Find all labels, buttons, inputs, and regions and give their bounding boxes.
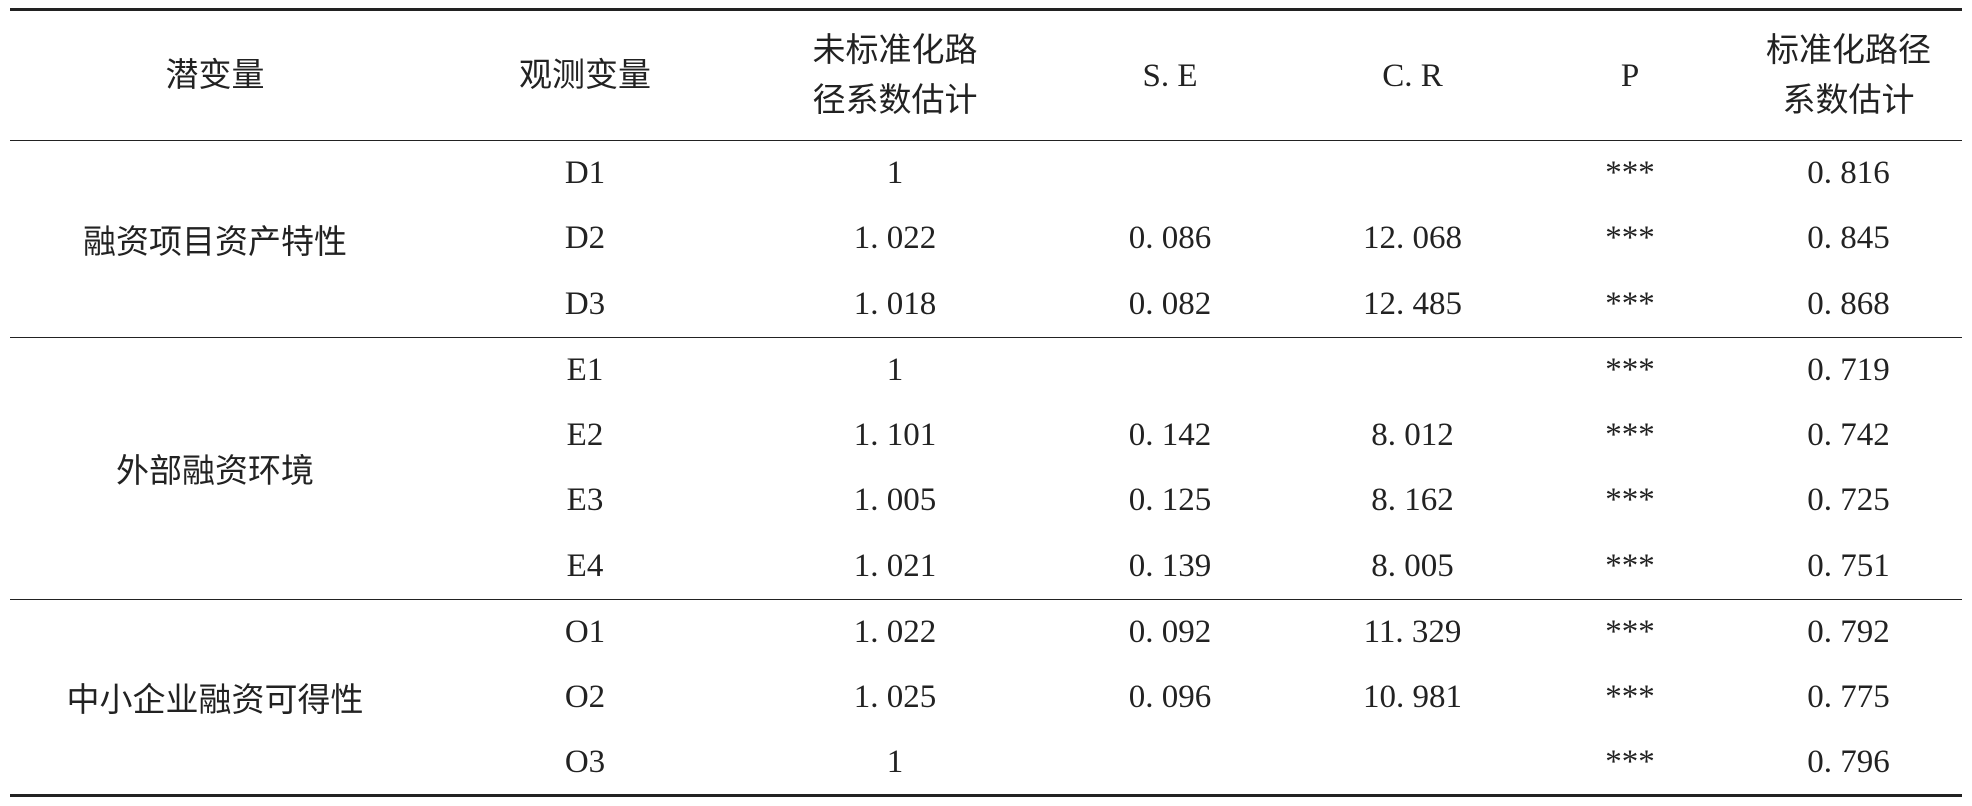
- empty-cell: [1300, 730, 1525, 797]
- standard-error: 0. 096: [1128, 678, 1212, 715]
- observed-variable: O2: [564, 678, 606, 715]
- observed-variable: D1: [420, 140, 750, 206]
- table-row: 融资项目资产特性 D1 1 *** 0. 816: [10, 140, 1962, 337]
- header-text: 观测变量: [519, 57, 651, 94]
- unstandardized-estimate: 1. 018: [853, 285, 937, 322]
- empty-cell: [1040, 730, 1300, 797]
- observed-variable: O3: [420, 730, 750, 797]
- unstandardized-estimate: 1: [750, 336, 1040, 403]
- p-value: ***: [1605, 678, 1655, 715]
- critical-ratio: 12. 068: [1363, 220, 1462, 257]
- table-row: O2 1. 025 0. 096 10. 981 *** 0. 775: [10, 665, 1962, 731]
- column-header: 潜变量: [10, 8, 420, 141]
- latent-variable: 融资项目资产特性: [10, 140, 420, 337]
- header-text: 潜变量: [165, 57, 265, 94]
- standardized-estimate: 0. 742: [1807, 416, 1890, 453]
- critical-ratio: 8. 162: [1371, 482, 1454, 519]
- critical-ratio: 10. 981: [1363, 678, 1462, 715]
- table-row: O3 1 *** 0. 796: [10, 730, 1962, 797]
- standardized-estimate: 0. 845: [1807, 220, 1890, 257]
- latent-variable: 中小企业融资可得性: [10, 598, 420, 797]
- empty-cell: [1040, 336, 1300, 403]
- table-row: 中小企业融资可得性 O1 1. 022 0. 092 11. 329 *** 0. 792: [10, 598, 1962, 797]
- standard-error: 0. 092: [1040, 598, 1300, 665]
- p-value: ***: [1605, 482, 1655, 519]
- table-row: 外部融资环境 E1 1 *** 0. 719: [10, 336, 1962, 599]
- empty-cell: [1040, 140, 1300, 206]
- header-text: C. R: [1382, 57, 1443, 94]
- observed-variable: E3: [566, 482, 604, 519]
- standard-error: 0. 086: [1128, 220, 1212, 257]
- latent-variable: 外部融资环境: [10, 336, 420, 599]
- observed-variable: D3: [564, 285, 606, 322]
- critical-ratio: 11. 329: [1300, 598, 1525, 665]
- table-body: 融资项目资产特性 D1 1 *** 0. 816 D2 1. 022 0. 086 12. 06…: [10, 140, 1962, 797]
- column-header: P: [1525, 8, 1735, 141]
- unstandardized-estimate: 1. 022: [853, 220, 937, 257]
- unstandardized-estimate: 1: [750, 730, 1040, 797]
- p-value: ***: [1525, 140, 1735, 206]
- column-header: 未标准化路径系数估计: [750, 8, 1040, 141]
- critical-ratio: 12. 485: [1363, 285, 1462, 322]
- critical-ratio: 8. 005: [1371, 547, 1454, 584]
- header-text: S. E: [1142, 57, 1198, 94]
- critical-ratio: 8. 012: [1371, 416, 1454, 453]
- column-header: C. R: [1300, 8, 1525, 141]
- unstandardized-estimate: 1. 022: [750, 598, 1040, 665]
- standardized-estimate: 0. 792: [1735, 598, 1962, 665]
- standard-error: 0. 142: [1128, 416, 1212, 453]
- p-value: ***: [1525, 336, 1735, 403]
- table-row: D3 1. 018 0. 082 12. 485 *** 0. 868: [10, 272, 1962, 338]
- standardized-estimate: 0. 719: [1735, 336, 1962, 403]
- header-row: 潜变量 观测变量 未标准化路径系数估计 S. E C. R P 标准化路径系数估计: [10, 8, 1962, 141]
- unstandardized-estimate: 1. 025: [853, 678, 937, 715]
- standardized-estimate: 0. 796: [1735, 730, 1962, 797]
- observed-variable: D2: [564, 220, 606, 257]
- unstandardized-estimate: 1: [750, 140, 1040, 206]
- p-value: ***: [1605, 220, 1655, 257]
- table-header: 潜变量 观测变量 未标准化路径系数估计 S. E C. R P 标准化路径系数估计: [10, 8, 1962, 141]
- standardized-estimate: 0. 751: [1807, 547, 1890, 584]
- p-value: ***: [1525, 598, 1735, 665]
- standard-error: 0. 125: [1128, 482, 1212, 519]
- observed-variable: O1: [420, 598, 750, 665]
- observed-variable: E4: [566, 547, 604, 584]
- observed-variable: E2: [566, 416, 604, 453]
- unstandardized-estimate: 1. 101: [853, 416, 937, 453]
- empty-cell: [1300, 140, 1525, 206]
- header-text: P: [1620, 57, 1640, 94]
- header-text: 未标准化路径系数估计: [812, 32, 978, 119]
- column-header: 标准化路径系数估计: [1735, 8, 1962, 141]
- p-value: ***: [1605, 547, 1655, 584]
- header-text: 标准化路径系数估计: [1766, 32, 1931, 119]
- standardized-estimate: 0. 868: [1807, 285, 1890, 322]
- standardized-estimate: 0. 775: [1807, 678, 1890, 715]
- column-header: S. E: [1040, 8, 1300, 141]
- standardized-estimate: 0. 816: [1735, 140, 1962, 206]
- p-value: ***: [1525, 730, 1735, 797]
- standard-error: 0. 082: [1128, 285, 1212, 322]
- standard-error: 0. 139: [1128, 547, 1212, 584]
- standardized-estimate: 0. 725: [1807, 482, 1890, 519]
- empty-cell: [1300, 336, 1525, 403]
- table-row: E2 1. 101 0. 142 8. 012 *** 0. 742: [10, 403, 1962, 469]
- path-coefficient-table: 潜变量 观测变量 未标准化路径系数估计 S. E C. R P 标准化路径系数估计 融资项目…: [10, 8, 1962, 797]
- table-row: D2 1. 022 0. 086 12. 068 *** 0. 845: [10, 206, 1962, 272]
- table-row: E4 1. 021 0. 139 8. 005 *** 0. 751: [10, 534, 1962, 600]
- p-value: ***: [1605, 416, 1655, 453]
- unstandardized-estimate: 1. 021: [853, 547, 937, 584]
- unstandardized-estimate: 1. 005: [853, 482, 937, 519]
- column-header: 观测变量: [420, 8, 750, 141]
- table-row: E3 1. 005 0. 125 8. 162 *** 0. 725: [10, 468, 1962, 534]
- p-value: ***: [1605, 285, 1655, 322]
- observed-variable: E1: [420, 336, 750, 403]
